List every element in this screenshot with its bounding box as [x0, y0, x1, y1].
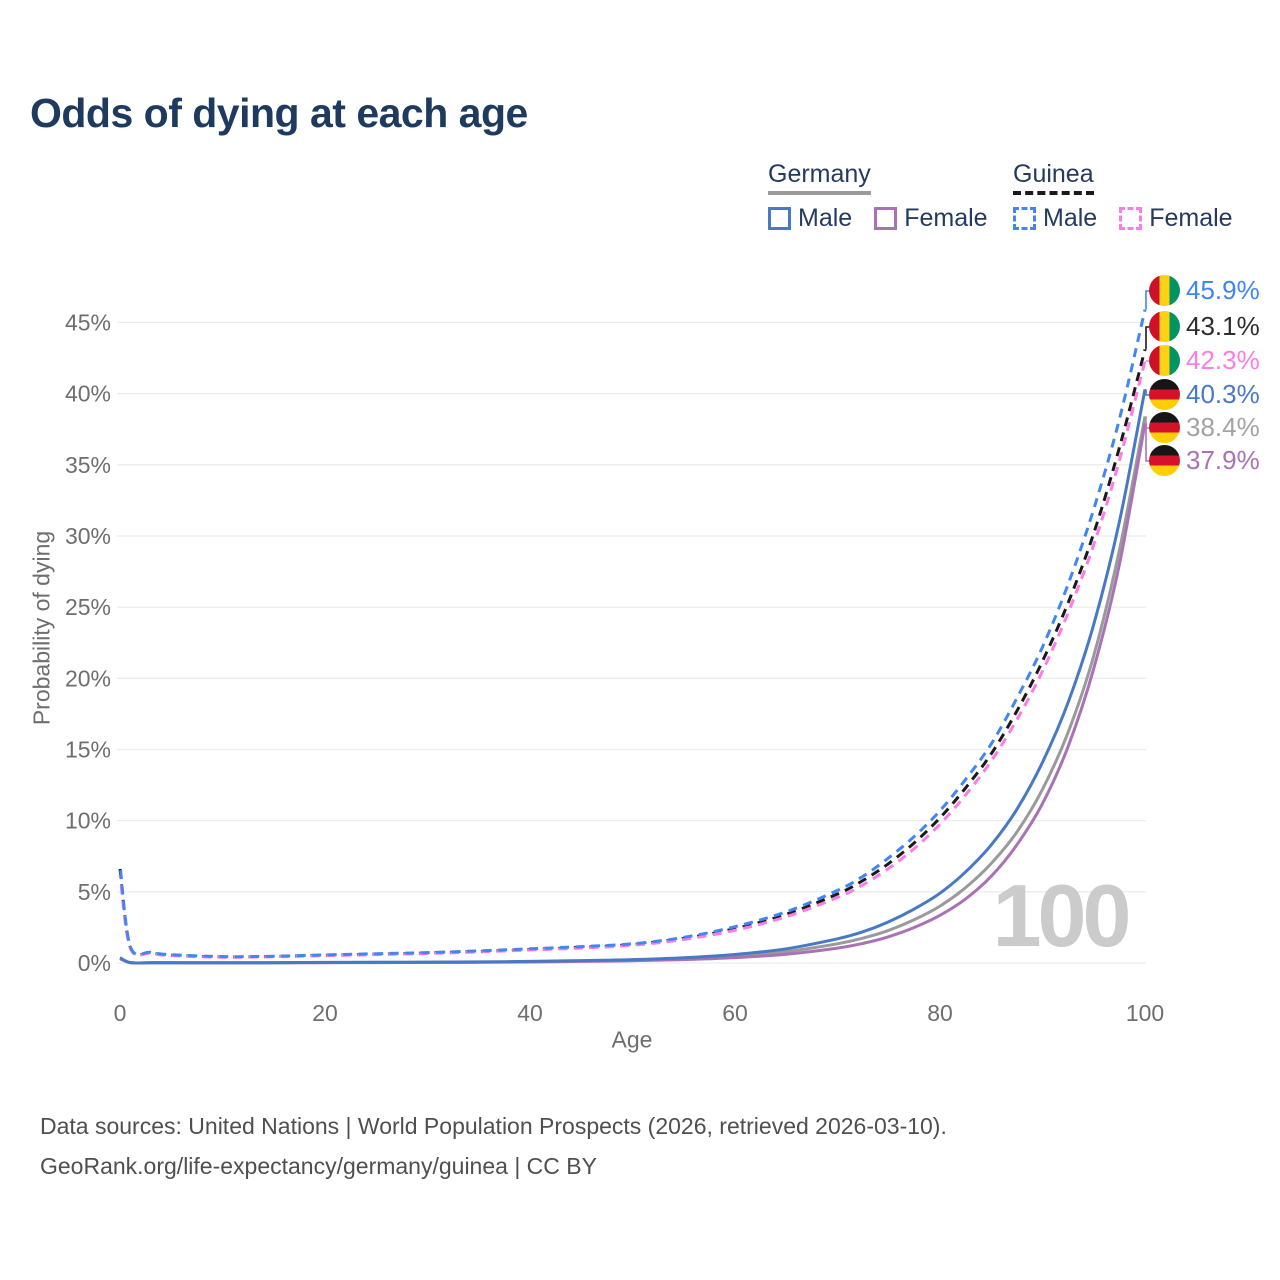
- legend-country-guinea[interactable]: Guinea: [1013, 160, 1094, 195]
- end-label-guinea-female: 42.3%: [1149, 345, 1260, 376]
- legend-item-label: Male: [1043, 204, 1098, 232]
- legend-item-label: Female: [904, 204, 988, 232]
- page-title: Odds of dying at each age: [30, 90, 528, 136]
- legend-item-label: Female: [1149, 204, 1233, 232]
- x-axis-ticks: 0 20 40 60 80 100: [114, 1000, 1165, 1026]
- legend-group-guinea: Guinea Male Female: [1013, 160, 1255, 233]
- gridlines: [117, 321, 1146, 964]
- legend-swatch-icon: [874, 207, 898, 230]
- x-tick-label: 80: [927, 1000, 953, 1026]
- y-axis-title: Probability of dying: [28, 530, 55, 726]
- x-tick-label: 40: [517, 1000, 543, 1026]
- x-tick-label: 60: [722, 1000, 748, 1026]
- y-tick-label: 15%: [65, 737, 111, 763]
- x-tick-label: 100: [1126, 1000, 1164, 1026]
- x-tick-label: 0: [114, 1000, 127, 1026]
- series-line-guinea-female: [118, 360, 1147, 959]
- series-line-guinea-all: [118, 349, 1147, 959]
- legend-country-germany[interactable]: Germany: [768, 160, 871, 195]
- y-tick-label: 30%: [65, 523, 111, 549]
- germany-flag-icon: [1149, 379, 1180, 410]
- y-tick-label: 5%: [78, 879, 111, 905]
- y-tick-label: 25%: [65, 594, 111, 620]
- legend-swatch-icon: [1119, 207, 1143, 230]
- series-curves: [118, 309, 1147, 965]
- end-value: 40.3%: [1186, 379, 1260, 409]
- end-label-germany-all: 38.4%: [1149, 412, 1260, 443]
- legend-item-guinea-female[interactable]: Female: [1119, 204, 1233, 233]
- y-tick-label: 20%: [65, 665, 111, 691]
- guinea-flag-icon: [1149, 311, 1180, 342]
- y-tick-label: 0%: [78, 950, 111, 976]
- y-tick-label: 40%: [65, 381, 111, 407]
- footer-attribution: GeoRank.org/life-expectancy/germany/guin…: [40, 1153, 597, 1179]
- end-value: 45.9%: [1186, 275, 1260, 305]
- guinea-flag-icon: [1149, 345, 1180, 376]
- footer-data-sources: Data sources: United Nations | World Pop…: [40, 1113, 947, 1139]
- end-value: 43.1%: [1186, 311, 1260, 341]
- end-label-guinea-all: 43.1%: [1149, 311, 1260, 342]
- y-tick-label: 10%: [65, 808, 111, 834]
- series-line-guinea-male: [118, 309, 1147, 959]
- legend-item-germany-female[interactable]: Female: [874, 204, 988, 233]
- end-value: 42.3%: [1186, 345, 1260, 375]
- legend-item-guinea-male[interactable]: Male: [1013, 204, 1097, 233]
- legend-group-germany: Germany Male Female: [768, 160, 1010, 233]
- guinea-flag-icon: [1149, 275, 1180, 306]
- y-tick-label: 45%: [65, 309, 111, 335]
- germany-flag-icon: [1149, 445, 1180, 476]
- footer: Data sources: United Nations | World Pop…: [40, 1106, 947, 1186]
- legend-swatch-icon: [768, 207, 791, 230]
- y-tick-label: 35%: [65, 452, 111, 478]
- end-label-germany-male: 40.3%: [1149, 379, 1260, 410]
- series-line-germany-male: [119, 389, 1147, 965]
- series-line-germany-all: [119, 416, 1147, 965]
- legend-item-germany-male[interactable]: Male: [768, 204, 852, 233]
- y-axis-ticks: 0% 5% 10% 15% 20% 25% 30% 35% 40% 45%: [65, 309, 111, 976]
- legend-swatch-icon: [1013, 207, 1036, 230]
- end-value: 38.4%: [1186, 412, 1260, 442]
- series-line-germany-female: [119, 423, 1147, 965]
- x-axis-title: Age: [611, 1026, 653, 1053]
- end-label-guinea-male: 45.9%: [1149, 275, 1260, 306]
- germany-flag-icon: [1149, 412, 1180, 443]
- end-value: 37.9%: [1186, 445, 1260, 475]
- age-watermark: 100: [993, 866, 1129, 965]
- x-tick-label: 20: [312, 1000, 338, 1026]
- legend-item-label: Male: [798, 204, 853, 232]
- end-label-germany-female: 37.9%: [1149, 445, 1260, 476]
